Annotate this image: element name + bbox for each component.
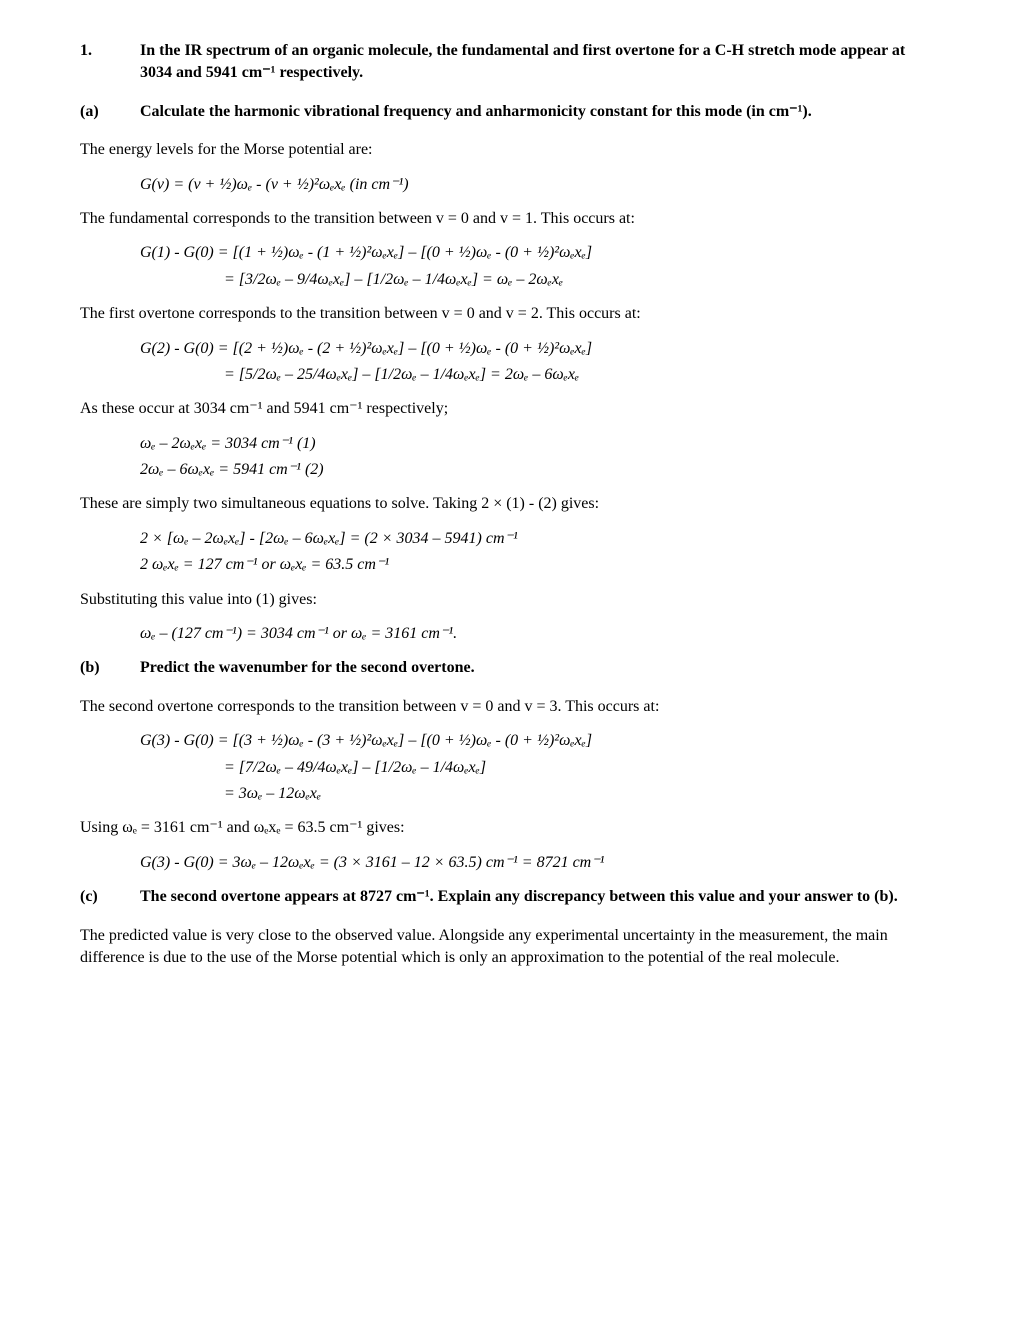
question-1-number: 1. <box>80 40 140 85</box>
question-1-text: In the IR spectrum of an organic molecul… <box>140 40 940 85</box>
paragraph-5: These are simply two simultaneous equati… <box>80 493 940 515</box>
formula-g3-g0-c: = 3ωₑ – 12ωₑxₑ <box>224 783 940 805</box>
formula-eq1: ωₑ – 2ωₑxₑ = 3034 cm⁻¹ (1) <box>140 433 940 455</box>
formula-g-v: G(v) = (v + ½)ωₑ - (v + ½)²ωₑxₑ (in cm⁻¹… <box>140 174 940 196</box>
formula-g1-g0-b: = [3/2ωₑ – 9/4ωₑxₑ] – [1/2ωₑ – 1/4ωₑxₑ] … <box>224 269 940 291</box>
paragraph-2: The fundamental corresponds to the trans… <box>80 208 940 230</box>
paragraph-1: The energy levels for the Morse potentia… <box>80 139 940 161</box>
question-c: (c) The second overtone appears at 8727 … <box>80 886 940 908</box>
formula-sub-result: ωₑ – (127 cm⁻¹) = 3034 cm⁻¹ or ωₑ = 3161… <box>140 623 940 645</box>
formula-energy-levels: G(v) = (v + ½)ωₑ - (v + ½)²ωₑxₑ (in cm⁻¹… <box>140 174 940 196</box>
formula-final: G(3) - G(0) = 3ωₑ – 12ωₑxₑ = (3 × 3161 –… <box>140 852 940 874</box>
question-1: 1. In the IR spectrum of an organic mole… <box>80 40 940 85</box>
formula-second-overtone: G(3) - G(0) = [(3 + ½)ωₑ - (3 + ½)²ωₑxₑ]… <box>140 730 940 805</box>
question-a: (a) Calculate the harmonic vibrational f… <box>80 101 940 123</box>
question-b-number: (b) <box>80 657 140 679</box>
formula-solve-a: 2 × [ωₑ – 2ωₑxₑ] - [2ωₑ – 6ωₑxₑ] = (2 × … <box>140 528 940 550</box>
paragraph-3: The first overtone corresponds to the tr… <box>80 303 940 325</box>
question-b-text: Predict the wavenumber for the second ov… <box>140 657 940 679</box>
formula-g1-g0-a: G(1) - G(0) = [(1 + ½)ωₑ - (1 + ½)²ωₑxₑ]… <box>140 242 940 264</box>
formula-g3-g0-b: = [7/2ωₑ – 49/4ωₑxₑ] – [1/2ωₑ – 1/4ωₑxₑ] <box>224 757 940 779</box>
formula-final-result: G(3) - G(0) = 3ωₑ – 12ωₑxₑ = (3 × 3161 –… <box>140 852 940 874</box>
formula-eq2: 2ωₑ – 6ωₑxₑ = 5941 cm⁻¹ (2) <box>140 459 940 481</box>
paragraph-6: Substituting this value into (1) gives: <box>80 589 940 611</box>
question-c-number: (c) <box>80 886 140 908</box>
formula-solve: 2 × [ωₑ – 2ωₑxₑ] - [2ωₑ – 6ωₑxₑ] = (2 × … <box>140 528 940 577</box>
formula-substitute: ωₑ – (127 cm⁻¹) = 3034 cm⁻¹ or ωₑ = 3161… <box>140 623 940 645</box>
question-a-text: Calculate the harmonic vibrational frequ… <box>140 101 940 123</box>
formula-g3-g0-a: G(3) - G(0) = [(3 + ½)ωₑ - (3 + ½)²ωₑxₑ]… <box>140 730 940 752</box>
formula-equations: ωₑ – 2ωₑxₑ = 3034 cm⁻¹ (1) 2ωₑ – 6ωₑxₑ =… <box>140 433 940 482</box>
paragraph-9: The predicted value is very close to the… <box>80 925 940 970</box>
formula-fundamental: G(1) - G(0) = [(1 + ½)ωₑ - (1 + ½)²ωₑxₑ]… <box>140 242 940 291</box>
formula-g2-g0-b: = [5/2ωₑ – 25/4ωₑxₑ] – [1/2ωₑ – 1/4ωₑxₑ]… <box>224 364 940 386</box>
paragraph-7: The second overtone corresponds to the t… <box>80 696 940 718</box>
question-c-text: The second overtone appears at 8727 cm⁻¹… <box>140 886 940 908</box>
formula-first-overtone: G(2) - G(0) = [(2 + ½)ωₑ - (2 + ½)²ωₑxₑ]… <box>140 338 940 387</box>
paragraph-4: As these occur at 3034 cm⁻¹ and 5941 cm⁻… <box>80 398 940 420</box>
question-a-number: (a) <box>80 101 140 123</box>
question-b: (b) Predict the wavenumber for the secon… <box>80 657 940 679</box>
paragraph-8: Using ωₑ = 3161 cm⁻¹ and ωₑxₑ = 63.5 cm⁻… <box>80 817 940 839</box>
formula-g2-g0-a: G(2) - G(0) = [(2 + ½)ωₑ - (2 + ½)²ωₑxₑ]… <box>140 338 940 360</box>
formula-solve-b: 2 ωₑxₑ = 127 cm⁻¹ or ωₑxₑ = 63.5 cm⁻¹ <box>140 554 940 576</box>
